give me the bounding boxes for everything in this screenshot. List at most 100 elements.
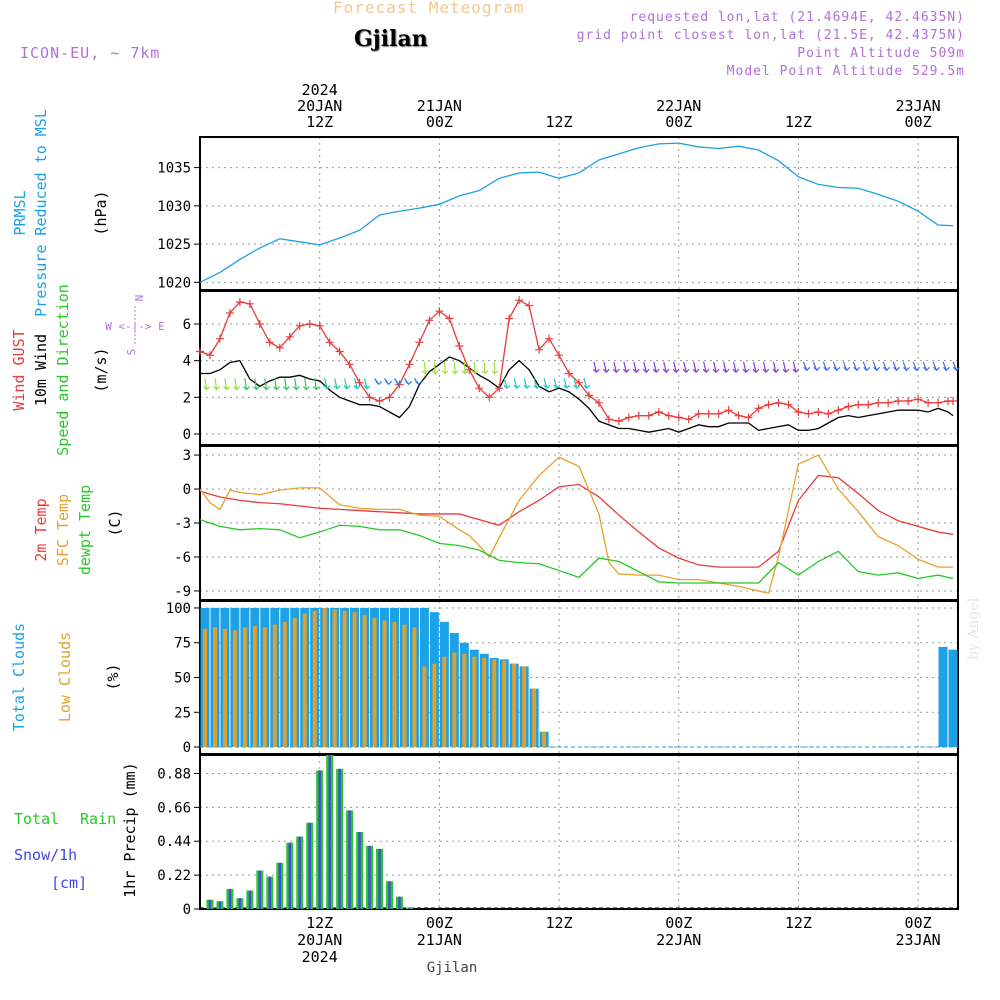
wind-gust-marker (535, 345, 544, 354)
wind-gust-marker (604, 415, 613, 424)
wind-direction-arrow (782, 361, 790, 374)
wind-direction-arrow (652, 361, 660, 374)
wind-gust-marker (495, 384, 504, 393)
wind-gust-marker (764, 400, 773, 409)
wind-gust-marker (315, 321, 324, 330)
wind-gust-marker (774, 398, 783, 407)
y-tick-label: 2 (183, 390, 191, 406)
wind-gust-marker (824, 409, 833, 418)
low-clouds-bar (322, 607, 327, 748)
low-clouds-bar (332, 609, 337, 748)
wind-direction-arrow (732, 361, 740, 374)
wind-direction-arrow (892, 361, 900, 372)
wind-direction-arrow (374, 377, 383, 386)
wind-direction-arrow (243, 378, 250, 391)
station-name: Gjilan (354, 26, 428, 52)
snow-bar (218, 901, 222, 909)
compass-south-label: S (125, 349, 138, 356)
wind-gust-marker (205, 351, 214, 360)
meteogram-title: Forecast Meteogram (333, 0, 525, 17)
y-tick-label: 0.44 (157, 834, 191, 850)
time-axis-top-label: 12Z (546, 113, 573, 131)
wind-direction-arrow (263, 378, 270, 391)
wind-gust-marker (744, 413, 753, 422)
low-clouds-bar (292, 617, 297, 748)
wind-direction-arrow (451, 361, 459, 375)
snow-bar (228, 888, 232, 909)
time-axis-bottom-label: 23JAN (896, 931, 941, 949)
low-clouds-bar (372, 617, 377, 748)
low-clouds-bar (272, 624, 277, 748)
wind-direction-arrow (882, 361, 891, 372)
pressure-label-msl: Pressure Reduced to MSL (32, 109, 50, 317)
time-axis-top-label: 12Z (785, 113, 812, 131)
wind-direction-arrow (602, 361, 610, 374)
snow-bar (208, 899, 212, 909)
wind-direction-arrow (902, 361, 910, 372)
wind-direction-arrow (273, 378, 280, 391)
wind-gust-marker (594, 398, 603, 407)
wind-gust-marker (425, 316, 434, 325)
wind-gust-marker (794, 408, 803, 416)
low-clouds-bar (482, 658, 487, 748)
wind-gust-marker (674, 413, 683, 422)
y-tick-label: 6 (183, 317, 191, 333)
low-clouds-bar (312, 610, 317, 748)
panel-frame (199, 136, 959, 291)
footer-station-name: Gjilan (427, 960, 478, 976)
snow-bar (288, 842, 291, 909)
wind-direction-arrow (862, 361, 871, 372)
wind-gust-marker (475, 384, 484, 393)
low-clouds-bar (512, 663, 517, 748)
wind-direction-arrow (642, 361, 650, 374)
wind-direction-arrow (573, 378, 581, 390)
snow-bar (398, 896, 401, 909)
wind-gust-marker (405, 360, 414, 369)
wind-gust-marker (215, 334, 224, 343)
wind-direction-arrow (752, 361, 760, 374)
y-tick-label: 0.88 (157, 766, 191, 782)
dewpoint-label: dewpt Temp (76, 485, 94, 575)
wind-gust-marker (245, 299, 254, 308)
wind-direction-arrow (912, 361, 920, 372)
wind-gust-marker (345, 360, 354, 369)
y-tick-label: 100 (166, 601, 191, 617)
wind-gust-marker (395, 380, 404, 389)
wind-direction-arrow (292, 378, 300, 391)
wind-direction-arrow (312, 378, 320, 391)
wind-direction-arrow (353, 378, 361, 390)
wind-direction-arrow (471, 361, 479, 375)
pressure-line (199, 142, 954, 283)
wind-direction-arrow (932, 361, 940, 372)
snow-bar (328, 755, 331, 909)
wind-gust-marker (804, 409, 813, 418)
wind-direction-arrow (632, 361, 640, 374)
low-clouds-bar (302, 613, 307, 748)
y-tick-label: 0.66 (157, 800, 191, 816)
wind-gust-marker (455, 342, 464, 350)
snow-bar (308, 822, 311, 909)
wind-gust-marker (874, 398, 883, 407)
wind-gust-marker (734, 411, 743, 420)
wind-direction-arrow (223, 378, 231, 391)
wind-gust-marker (904, 397, 913, 405)
wind-gust-label: Wind GUST (10, 329, 28, 410)
snow-bar (388, 881, 391, 909)
time-axis-top-label: 00Z (426, 113, 453, 131)
precip-total-label: Total (14, 810, 59, 828)
wind-direction-arrow (543, 378, 551, 390)
time-axis-bottom-label: 12Z (546, 914, 573, 932)
time-axis-top-label: 00Z (905, 113, 932, 131)
low-clouds-bar (232, 630, 237, 748)
temp-2m-label: 2m Temp (32, 498, 50, 561)
wind-gust-marker (375, 397, 384, 405)
low-clouds-bar (492, 659, 497, 748)
wind-direction-arrow (203, 378, 211, 391)
low-clouds-bar (502, 660, 507, 748)
wind-gust-marker (285, 332, 294, 341)
time-axis-bottom-label: 12Z (306, 914, 333, 932)
low-clouds-bar (262, 627, 267, 748)
wind-gust-marker (485, 393, 494, 402)
wind-10m-label: 10m Wind (32, 334, 50, 406)
